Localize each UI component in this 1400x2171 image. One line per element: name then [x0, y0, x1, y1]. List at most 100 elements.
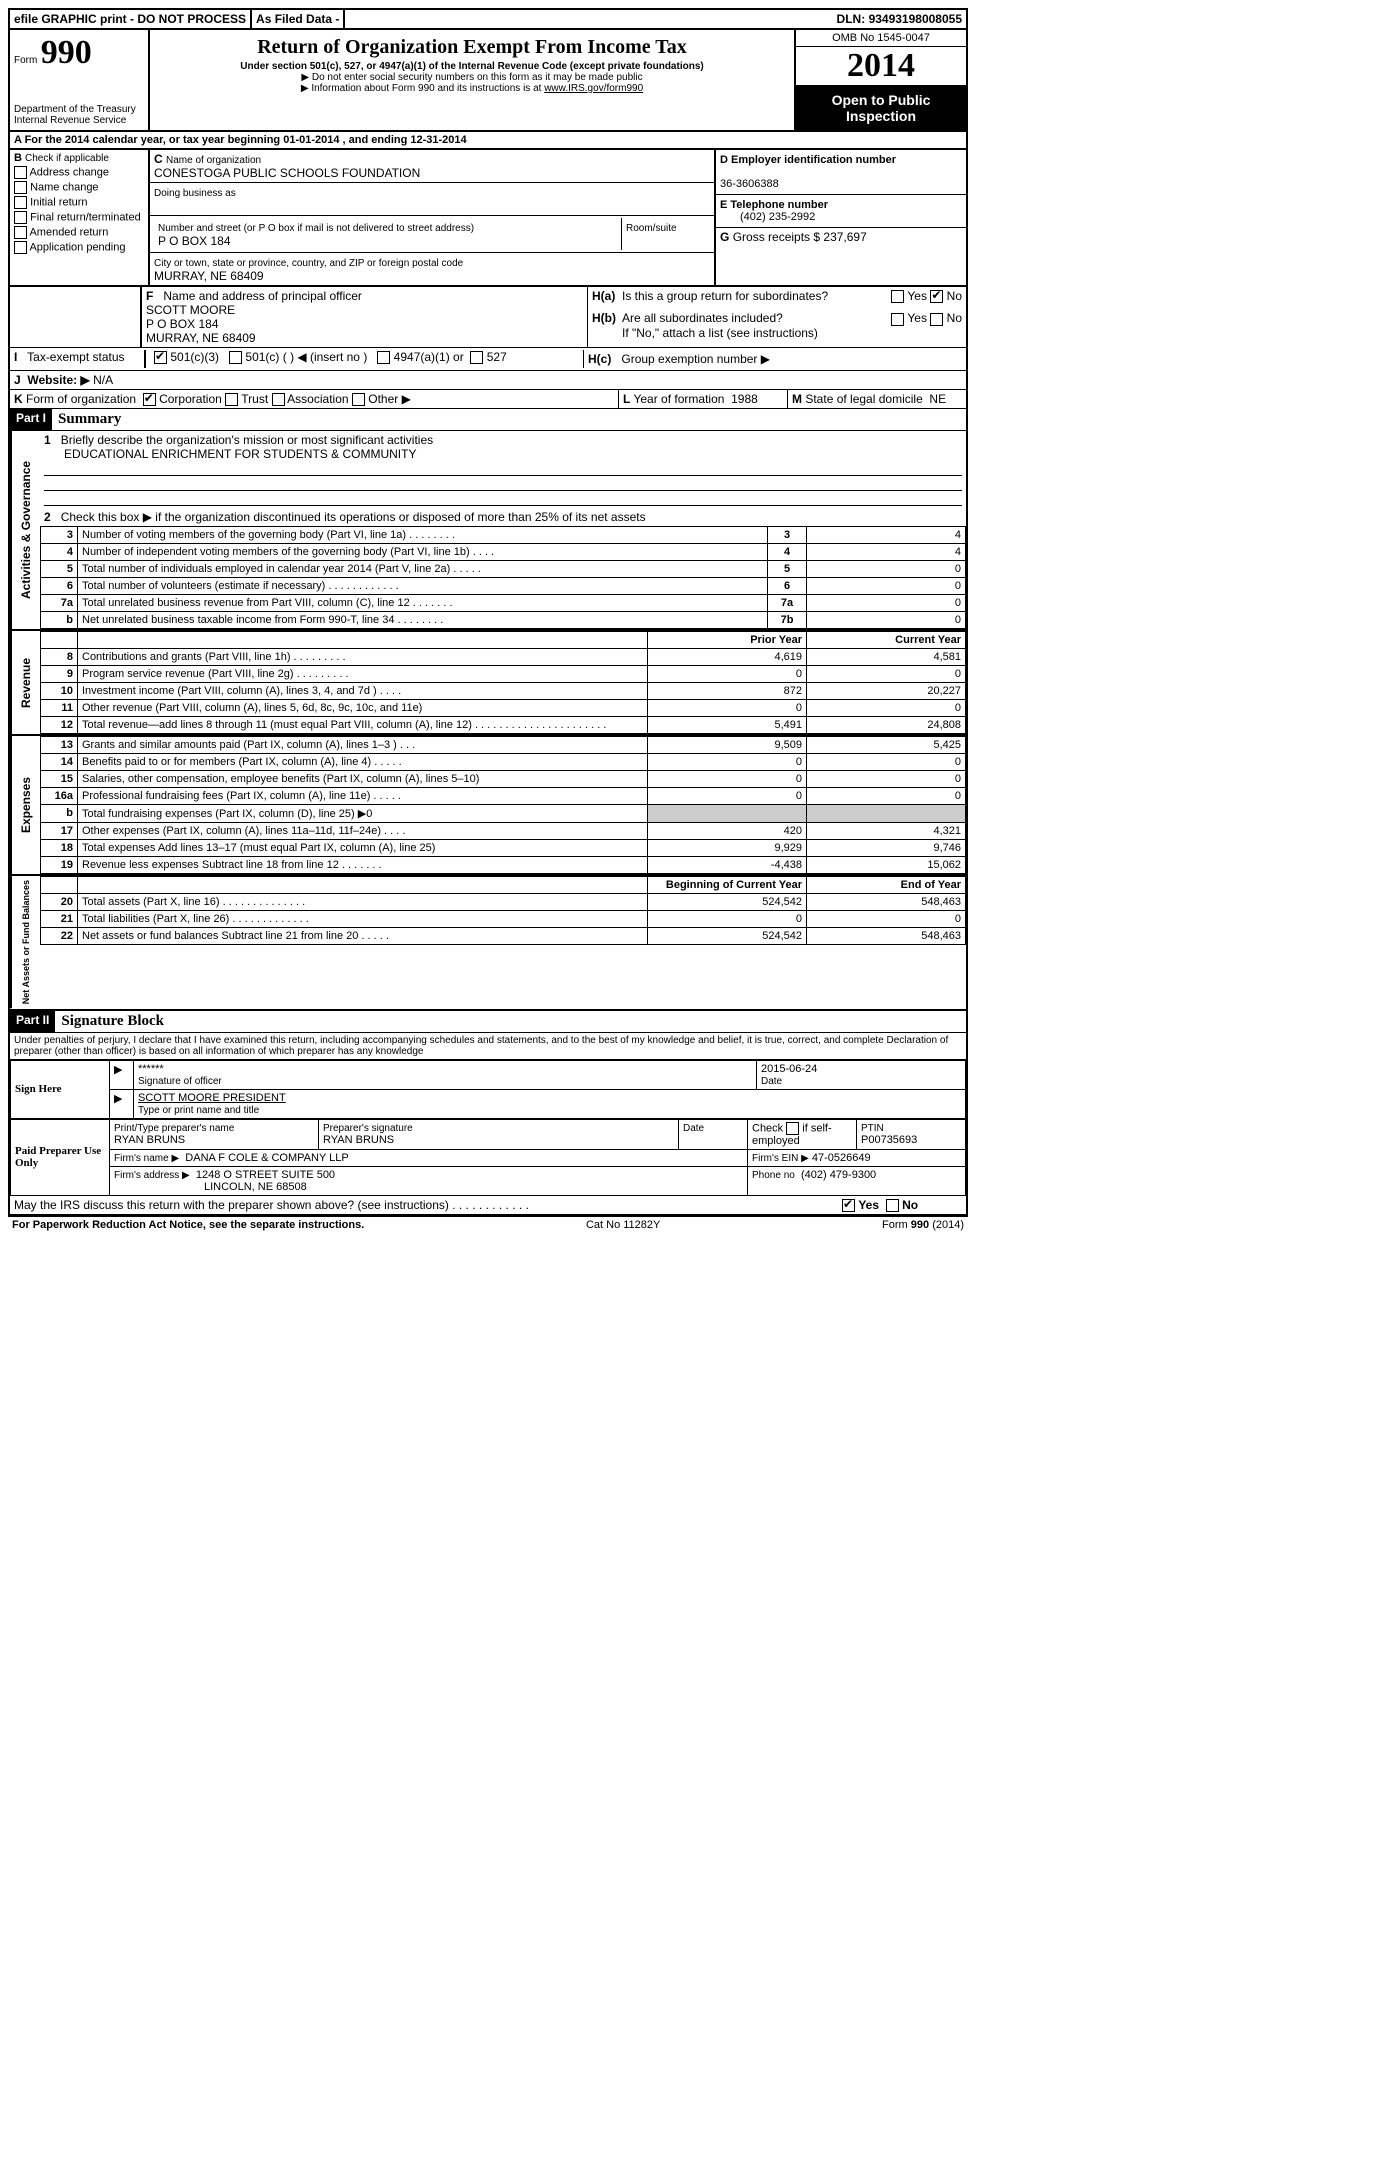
header-center: Return of Organization Exempt From Incom… — [150, 30, 794, 130]
section-c: C Name of organization CONESTOGA PUBLIC … — [150, 150, 716, 285]
ha-yes[interactable] — [891, 290, 904, 303]
discuss-row: May the IRS discuss this return with the… — [10, 1196, 966, 1215]
line-num: 9 — [41, 666, 78, 683]
footer-right: Form 990 (2014) — [882, 1219, 964, 1231]
line-num: 14 — [41, 754, 78, 771]
revenue-table: Prior Year Current Year 8 Contributions … — [40, 631, 966, 734]
omb-number: OMB No 1545-0047 — [796, 30, 966, 47]
cb-pending[interactable]: Application pending — [14, 241, 144, 254]
end-val: 548,463 — [807, 894, 966, 911]
prior-val: 0 — [648, 771, 807, 788]
officer-name-title: SCOTT MOORE PRESIDENT — [138, 1092, 286, 1104]
cb-other[interactable] — [352, 393, 365, 406]
cb-4947[interactable] — [377, 351, 390, 364]
line-desc: Total revenue—add lines 8 through 11 (mu… — [78, 717, 648, 734]
vlabel-net-assets: Net Assets or Fund Balances — [10, 876, 40, 1008]
begin-val: 524,542 — [648, 928, 807, 945]
hb-yes[interactable] — [891, 313, 904, 326]
form-subtitle: Under section 501(c), 527, or 4947(a)(1)… — [158, 61, 786, 72]
ein: 36-3606388 — [720, 178, 779, 190]
discuss-no[interactable] — [886, 1199, 899, 1212]
hb-no[interactable] — [930, 313, 943, 326]
prior-val: 9,509 — [648, 737, 807, 754]
line-desc: Revenue less expenses Subtract line 18 f… — [78, 857, 648, 874]
section-b: B Check if applicable Address change Nam… — [10, 150, 150, 285]
prior-val: 5,491 — [648, 717, 807, 734]
expenses-section: Expenses 13 Grants and similar amounts p… — [10, 736, 966, 876]
vlabel-expenses: Expenses — [10, 736, 40, 874]
paid-preparer-table: Paid Preparer Use Only Print/Type prepar… — [10, 1119, 966, 1196]
expenses-table: 13 Grants and similar amounts paid (Part… — [40, 736, 966, 874]
dln: DLN: 93493198008055 — [833, 10, 966, 28]
sign-date: 2015-06-24 — [761, 1063, 817, 1075]
current-val: 4,581 — [807, 649, 966, 666]
current-val — [807, 805, 966, 823]
line-num: b — [41, 612, 78, 629]
preparer-name: RYAN BRUNS — [114, 1134, 185, 1146]
section-f: F Name and address of principal officer … — [142, 287, 588, 347]
cb-self-employed[interactable] — [786, 1122, 799, 1135]
efile-notice: efile GRAPHIC print - DO NOT PROCESS — [10, 10, 252, 28]
line-box: 7a — [768, 595, 807, 612]
dln-label: DLN: — [837, 12, 866, 26]
line-val: 4 — [807, 527, 966, 544]
cb-amended[interactable]: Amended return — [14, 226, 144, 239]
line-box: 7b — [768, 612, 807, 629]
line-desc: Net unrelated business taxable income fr… — [78, 612, 768, 629]
open-to-public: Open to Public Inspection — [796, 86, 966, 130]
ha-no[interactable] — [930, 290, 943, 303]
current-val: 15,062 — [807, 857, 966, 874]
vlabel-revenue: Revenue — [10, 631, 40, 734]
prior-val: 872 — [648, 683, 807, 700]
cb-501c[interactable] — [229, 351, 242, 364]
line-num: 19 — [41, 857, 78, 874]
line-desc: Other revenue (Part VIII, column (A), li… — [78, 700, 648, 717]
cb-name-change[interactable]: Name change — [14, 181, 144, 194]
line-desc: Contributions and grants (Part VIII, lin… — [78, 649, 648, 666]
cb-corp[interactable] — [143, 393, 156, 406]
current-val: 5,425 — [807, 737, 966, 754]
top-bar: efile GRAPHIC print - DO NOT PROCESS As … — [10, 10, 966, 30]
line-val: 4 — [807, 544, 966, 561]
line-desc: Total fundraising expenses (Part IX, col… — [78, 805, 648, 823]
cb-initial-return[interactable]: Initial return — [14, 196, 144, 209]
firm-name: DANA F COLE & COMPANY LLP — [185, 1152, 348, 1164]
cb-final-return[interactable]: Final return/terminated — [14, 211, 144, 224]
line-val: 0 — [807, 595, 966, 612]
vlabel-governance: Activities & Governance — [10, 431, 40, 629]
header-note-1: ▶ Do not enter social security numbers o… — [158, 72, 786, 83]
footer-mid: Cat No 11282Y — [586, 1219, 660, 1231]
mission: EDUCATIONAL ENRICHMENT FOR STUDENTS & CO… — [44, 447, 416, 461]
section-a: A For the 2014 calendar year, or tax yea… — [10, 132, 966, 150]
irs-link[interactable]: www.IRS.gov/form990 — [544, 83, 643, 94]
prior-val: 0 — [648, 700, 807, 717]
dln-value: 93493198008055 — [869, 12, 962, 26]
cb-trust[interactable] — [225, 393, 238, 406]
end-val: 548,463 — [807, 928, 966, 945]
current-val: 0 — [807, 700, 966, 717]
begin-val: 524,542 — [648, 894, 807, 911]
cb-527[interactable] — [470, 351, 483, 364]
section-d-e-g: D Employer identification number 36-3606… — [716, 150, 966, 285]
line-num: 8 — [41, 649, 78, 666]
state-domicile: NE — [929, 392, 946, 406]
current-val: 0 — [807, 788, 966, 805]
line-klm: K Form of organization Corporation Trust… — [10, 390, 966, 409]
preparer-sig: RYAN BRUNS — [323, 1134, 394, 1146]
line-num: 12 — [41, 717, 78, 734]
prior-val: -4,438 — [648, 857, 807, 874]
cb-assoc[interactable] — [272, 393, 285, 406]
dept-line-2: Internal Revenue Service — [14, 115, 144, 126]
header: Form 990 Department of the Treasury Inte… — [10, 30, 966, 132]
form-title: Return of Organization Exempt From Incom… — [158, 36, 786, 59]
discuss-yes[interactable] — [842, 1199, 855, 1212]
current-val: 0 — [807, 754, 966, 771]
header-note-2: ▶ Information about Form 990 and its ins… — [158, 83, 786, 94]
line-val: 0 — [807, 612, 966, 629]
dept-line-1: Department of the Treasury — [14, 104, 144, 115]
part-ii-header: Part II Signature Block — [10, 1011, 966, 1033]
cb-501c3[interactable] — [154, 351, 167, 364]
cb-address-change[interactable]: Address change — [14, 166, 144, 179]
current-val: 9,746 — [807, 840, 966, 857]
line-desc: Total liabilities (Part X, line 26) . . … — [78, 911, 648, 928]
